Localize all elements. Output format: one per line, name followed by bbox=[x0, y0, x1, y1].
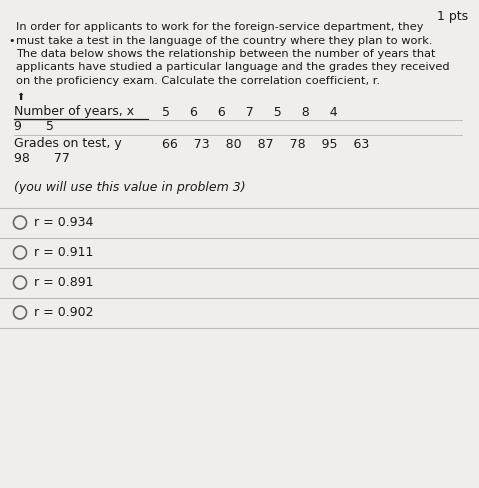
Text: on the proficiency exam. Calculate the correlation coefficient, r.: on the proficiency exam. Calculate the c… bbox=[16, 76, 380, 86]
Text: applicants have studied a particular language and the grades they received: applicants have studied a particular lan… bbox=[16, 62, 450, 73]
Text: 1 pts: 1 pts bbox=[437, 10, 468, 23]
Text: •: • bbox=[8, 36, 14, 45]
Text: r = 0.911: r = 0.911 bbox=[34, 246, 93, 259]
Text: r = 0.891: r = 0.891 bbox=[34, 276, 93, 289]
Text: The data below shows the relationship between the number of years that: The data below shows the relationship be… bbox=[16, 49, 435, 59]
Text: Grades on test, y: Grades on test, y bbox=[14, 138, 122, 150]
Text: 9      5: 9 5 bbox=[14, 121, 54, 134]
Text: (you will use this value in problem 3): (you will use this value in problem 3) bbox=[14, 182, 246, 195]
Text: In order for applicants to work for the foreign-service department, they: In order for applicants to work for the … bbox=[16, 22, 423, 32]
Text: ⬆: ⬆ bbox=[16, 92, 24, 102]
Text: r = 0.934: r = 0.934 bbox=[34, 216, 93, 229]
Text: must take a test in the language of the country where they plan to work.: must take a test in the language of the … bbox=[16, 36, 433, 45]
Text: r = 0.902: r = 0.902 bbox=[34, 306, 93, 319]
Text: 98      77: 98 77 bbox=[14, 152, 70, 165]
Text: Number of years, x: Number of years, x bbox=[14, 105, 134, 119]
Text: 5     6     6     7     5     8     4: 5 6 6 7 5 8 4 bbox=[162, 105, 338, 119]
Text: 66    73    80    87    78    95    63: 66 73 80 87 78 95 63 bbox=[162, 138, 369, 150]
